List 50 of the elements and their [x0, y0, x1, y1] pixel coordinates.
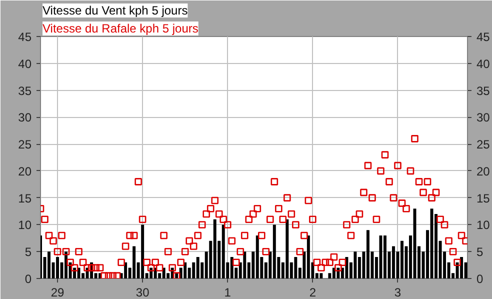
- text: Vitesse du Vent kph 5 jours: [42, 4, 188, 18]
- y-tick-label: 25: [18, 138, 32, 152]
- bar: [379, 235, 382, 278]
- y2-tick-label: 20: [476, 164, 490, 178]
- bar: [141, 224, 144, 278]
- bar: [77, 268, 80, 278]
- bar: [256, 235, 259, 278]
- bar: [196, 256, 200, 278]
- y-tick-label: 45: [18, 30, 32, 44]
- x-tick-label: 3: [394, 286, 402, 299]
- bar: [184, 262, 187, 278]
- bar: [366, 230, 370, 278]
- bar: [320, 273, 323, 278]
- bar: [400, 240, 404, 278]
- bar: [132, 246, 136, 278]
- x-tick-label: 30: [136, 286, 150, 299]
- bar: [272, 224, 276, 278]
- bar: [354, 252, 357, 278]
- y2-tick-label: 0: [476, 272, 484, 286]
- bar: [430, 208, 434, 278]
- y-tick-label: 20: [18, 164, 32, 178]
- bar: [48, 252, 50, 278]
- y2-tick-label: 5: [476, 245, 484, 260]
- y-tick-label: 5: [24, 245, 32, 260]
- y2-tick-label: 35: [476, 84, 490, 98]
- text: Vitesse du Rafale kph 5 jours: [42, 22, 198, 36]
- y-tick-label: 10: [18, 218, 32, 232]
- bar: [222, 224, 225, 278]
- x-tick-label: 29: [50, 286, 65, 299]
- y2-tick-label: 45: [476, 30, 490, 44]
- y2-tick-label: 25: [476, 138, 490, 152]
- bar: [383, 235, 386, 278]
- y-tick-label: 15: [18, 191, 32, 206]
- bar: [124, 262, 128, 278]
- x-tick-label: 1: [224, 286, 232, 299]
- bar: [306, 235, 310, 278]
- y2-tick-label: 30: [476, 110, 490, 125]
- y2-tick-label: 10: [476, 218, 490, 232]
- y-tick-label: 35: [18, 84, 32, 98]
- bar: [213, 219, 216, 278]
- y-tick-label: 30: [18, 110, 32, 125]
- y-tick-label: 40: [18, 56, 32, 71]
- bar: [243, 252, 246, 278]
- y-tick-label: 0: [24, 272, 32, 286]
- y2-tick-label: 15: [476, 191, 490, 206]
- bar: [162, 268, 166, 278]
- bar: [294, 256, 298, 278]
- bar: [286, 219, 289, 278]
- y2-tick-label: 40: [476, 56, 490, 71]
- x-tick-label: 2: [309, 286, 316, 299]
